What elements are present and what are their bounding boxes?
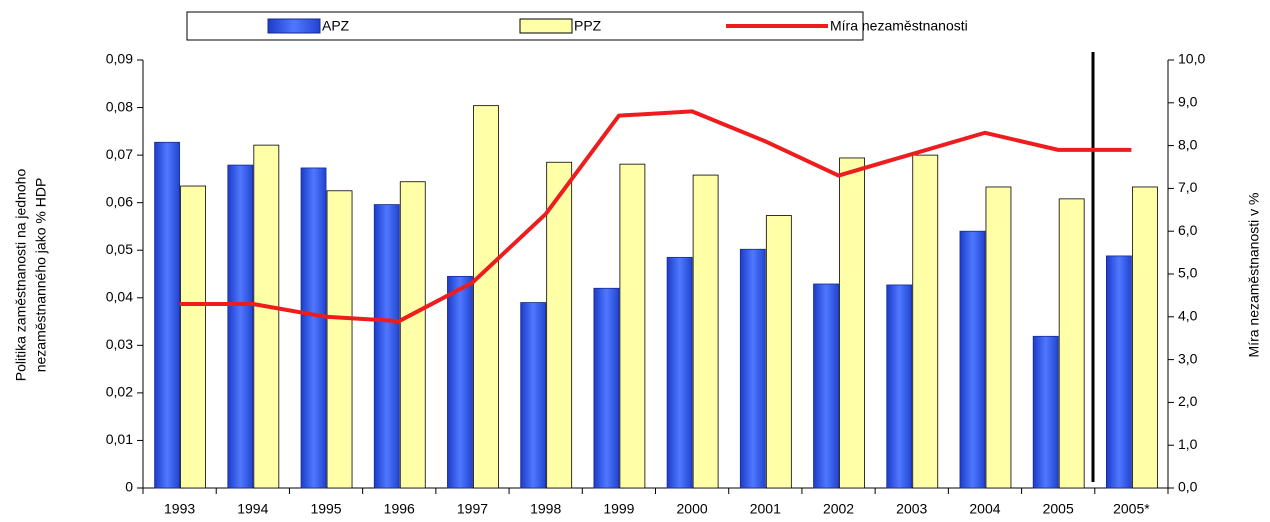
y-tick-label: 0,06	[106, 193, 133, 209]
bar	[912, 154, 939, 489]
y-tick-label: 0	[125, 479, 133, 495]
x-tick-label: 2005	[1043, 501, 1074, 517]
y-tick-label: 0,02	[106, 384, 133, 400]
bar	[373, 204, 400, 489]
bar	[253, 144, 280, 489]
x-tick-label: 1996	[384, 501, 415, 517]
y2-tick-label: 10,0	[1178, 51, 1205, 67]
x-tick-label: 2000	[677, 501, 708, 517]
x-tick-label: 1998	[530, 501, 561, 517]
y-tick-label: 0,07	[106, 146, 133, 162]
legend-swatch	[267, 18, 321, 34]
bar	[1058, 198, 1085, 489]
x-tick-label: 1999	[603, 501, 634, 517]
bar	[473, 105, 499, 489]
y2-tick-label: 9,0	[1178, 94, 1198, 110]
bar	[447, 275, 473, 489]
y2-tick-label: 3,0	[1178, 350, 1198, 366]
bar	[1131, 186, 1158, 489]
y-tick-label: 0,04	[106, 288, 133, 304]
bar	[1105, 255, 1132, 489]
legend-label: Míra nezaměstnanosti	[830, 18, 968, 34]
bar	[1032, 335, 1059, 489]
bar	[813, 283, 839, 489]
bar	[326, 190, 353, 489]
bar	[666, 256, 693, 489]
bar	[765, 215, 792, 489]
y2-tick-label: 1,0	[1178, 436, 1198, 452]
bar	[692, 174, 719, 489]
legend-label: APZ	[322, 18, 350, 34]
x-tick-label: 1994	[237, 501, 268, 517]
y-axis-title: Politika zaměstnanosti na jednoho	[13, 169, 29, 382]
bar	[839, 157, 865, 489]
y2-tick-label: 8,0	[1178, 136, 1198, 152]
bar	[959, 230, 986, 489]
y2-axis-title: Míra nezaměstnanosti v %	[1246, 193, 1262, 358]
y2-tick-label: 7,0	[1178, 179, 1198, 195]
bar	[985, 186, 1012, 489]
x-tick-label: 2002	[823, 501, 854, 517]
y-tick-label: 0,09	[106, 51, 133, 67]
x-tick-label: 2003	[896, 501, 927, 517]
x-tick-label: 2004	[969, 501, 1000, 517]
bar	[154, 141, 181, 489]
y-tick-label: 0,05	[106, 241, 133, 257]
x-tick-label: 1993	[164, 501, 195, 517]
bar	[593, 287, 620, 489]
y-tick-label: 0,01	[106, 431, 133, 447]
y-tick-label: 0,08	[106, 98, 133, 114]
bar	[399, 181, 426, 489]
y2-tick-label: 5,0	[1178, 265, 1198, 281]
bar	[180, 185, 207, 489]
x-tick-label: 2001	[750, 501, 781, 517]
x-tick-label: 1997	[457, 501, 488, 517]
y2-tick-label: 0,0	[1178, 479, 1198, 495]
y2-tick-label: 2,0	[1178, 393, 1198, 409]
bar	[227, 164, 254, 489]
bar	[300, 167, 327, 489]
legend-swatch	[519, 18, 573, 34]
line	[179, 109, 1132, 324]
bar	[546, 161, 573, 489]
bar	[520, 302, 547, 489]
y2-tick-label: 6,0	[1178, 222, 1198, 238]
y-tick-label: 0,03	[106, 336, 133, 352]
x-tick-label: 1995	[310, 501, 341, 517]
legend-label: PPZ	[574, 18, 602, 34]
bar	[739, 248, 766, 489]
bar	[886, 284, 913, 489]
y-axis-title: nezaměstnanného jako % HDP	[33, 178, 49, 373]
x-tick-label: 2005*	[1113, 501, 1150, 517]
y2-tick-label: 4,0	[1178, 308, 1198, 324]
bar	[619, 163, 646, 489]
